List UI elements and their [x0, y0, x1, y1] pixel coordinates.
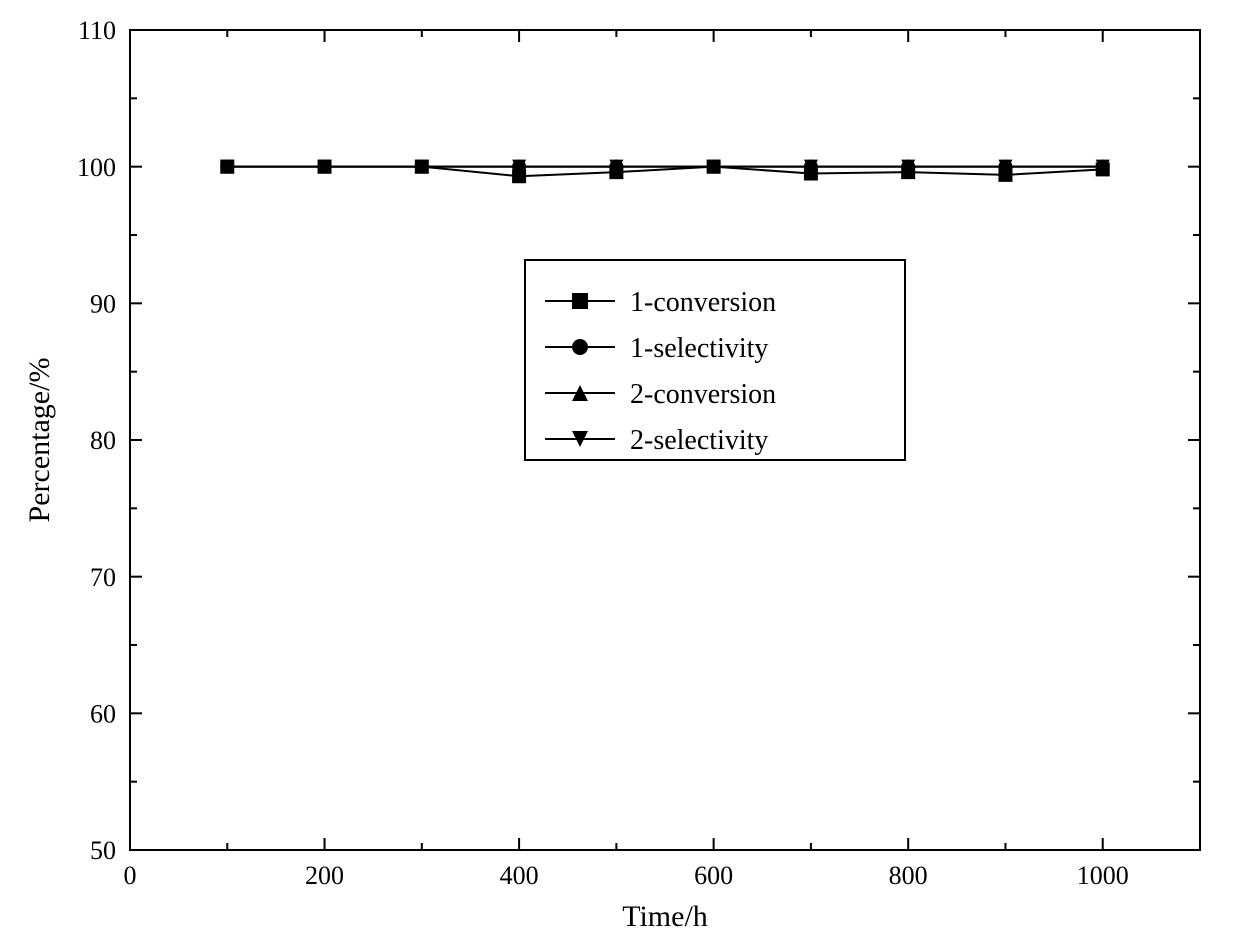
x-axis-label: Time/h: [622, 900, 708, 933]
y-axis-label: Percentage/%: [23, 358, 56, 523]
legend-label: 2-selectivity: [630, 425, 768, 456]
chart-svg: 0 200 400 600 800 1000 50 60 70 80 90 100 110 Time/h P…: [0, 0, 1240, 948]
x-tick-label: 0: [124, 861, 137, 890]
legend-label: 1-conversion: [630, 287, 776, 318]
y-tick-label: 70: [90, 563, 116, 592]
y-tick-label: 110: [78, 16, 116, 45]
x-tick-label: 1000: [1077, 861, 1129, 890]
x-tick-label: 800: [889, 861, 928, 890]
x-tick-label: 400: [500, 861, 539, 890]
y-tick-label: 50: [90, 836, 116, 865]
legend-label: 1-selectivity: [630, 333, 768, 364]
legend-label: 2-conversion: [630, 379, 776, 410]
chart-container: 0 200 400 600 800 1000 50 60 70 80 90 100 110 Time/h P…: [0, 0, 1240, 948]
y-tick-label: 60: [90, 699, 116, 728]
x-tick-label: 200: [305, 861, 344, 890]
legend: 1-conversion 1-selectivity 2-conversion 2-s…: [525, 260, 905, 460]
y-tick-label: 80: [90, 426, 116, 455]
y-tick-label: 100: [77, 153, 116, 182]
x-tick-label: 600: [694, 861, 733, 890]
y-tick-label: 90: [90, 289, 116, 318]
